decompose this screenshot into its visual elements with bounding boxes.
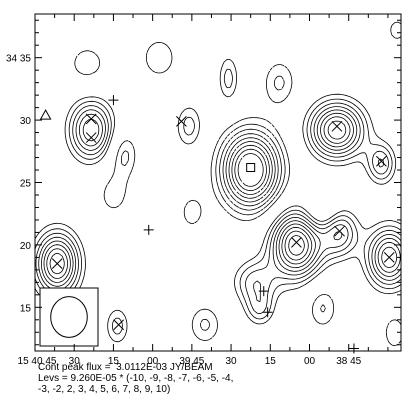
beam-ellipse xyxy=(50,296,88,338)
contour-level-pos3 xyxy=(34,68,402,335)
x-marker xyxy=(331,120,343,132)
x-tick-label: 38 45 xyxy=(336,356,361,367)
x-marker xyxy=(113,319,125,331)
x-tick-label: 15 xyxy=(265,356,277,367)
x-tick-labels: 15 40 45 30 15 00 39 45 30 15 00 38 45 xyxy=(18,356,362,367)
contour-level-pos8 xyxy=(46,116,398,279)
x-marker xyxy=(85,132,97,143)
contour-level-pos4 xyxy=(35,102,402,315)
levels-caption-line1: Levs = 9.260E-05 * (-10, -9, -8, -7, -6,… xyxy=(38,373,234,384)
contour-level-neg8 xyxy=(231,144,270,195)
plus-marker xyxy=(348,343,359,354)
contour-level-neg4 xyxy=(219,128,282,211)
x-marker xyxy=(334,225,345,237)
x-marker xyxy=(291,237,302,248)
plus-marker xyxy=(108,95,119,106)
square-marker xyxy=(246,163,256,173)
y-tick-label: 25 xyxy=(20,179,32,190)
peak-flux-caption: Cont peak flux = 3.0112E-03 JY/BEAM xyxy=(38,362,213,373)
x-tick-label: 15 40 45 xyxy=(18,356,57,367)
plus-marker xyxy=(258,286,269,297)
contour-level-pos9 xyxy=(49,120,347,275)
x-marker xyxy=(176,115,187,127)
beam-frame xyxy=(39,287,99,347)
contour-level-pos7 xyxy=(43,112,401,283)
x-tick-label: 00 xyxy=(147,356,159,367)
y-tick-label: 30 xyxy=(20,116,32,127)
contour-lines xyxy=(34,21,402,347)
beam-box xyxy=(39,287,99,347)
x-tick-label: 00 xyxy=(304,356,316,367)
contour-level-neg7 xyxy=(228,141,273,199)
y-tick-labels: 34 35 30 25 20 15 xyxy=(6,54,31,315)
x-marker xyxy=(85,113,97,125)
contour-level-neg3 xyxy=(121,75,326,331)
x-marker xyxy=(383,252,395,263)
contour-level-pos10 xyxy=(288,235,305,256)
source-markers xyxy=(39,95,395,354)
plus-marker xyxy=(262,307,273,318)
axis-ticks xyxy=(34,14,401,351)
x-tick-label: 15 xyxy=(108,356,120,367)
x-tick-label: 30 xyxy=(226,356,238,367)
contour-level-neg2 xyxy=(74,42,402,347)
contour-level-pos5 xyxy=(38,106,402,303)
contour-level-neg6 xyxy=(225,137,276,203)
levels-caption-line2: -3, -2, 2, 3, 4, 5, 6, 7, 8, 9, 10) xyxy=(38,384,171,395)
x-tick-label: 30 xyxy=(69,356,81,367)
x-tick-label: 39 45 xyxy=(179,356,204,367)
plus-marker xyxy=(143,224,154,235)
triangle-marker xyxy=(39,109,52,120)
y-tick-label: 15 xyxy=(20,303,32,314)
y-tick-label: 34 35 xyxy=(6,54,31,65)
contour-level-neg9 xyxy=(234,148,267,192)
x-marker xyxy=(51,258,63,269)
contour-level-neg5 xyxy=(222,133,279,207)
x-marker xyxy=(376,155,387,167)
contour-level-neg10 xyxy=(237,153,264,187)
y-tick-label: 20 xyxy=(20,241,32,252)
